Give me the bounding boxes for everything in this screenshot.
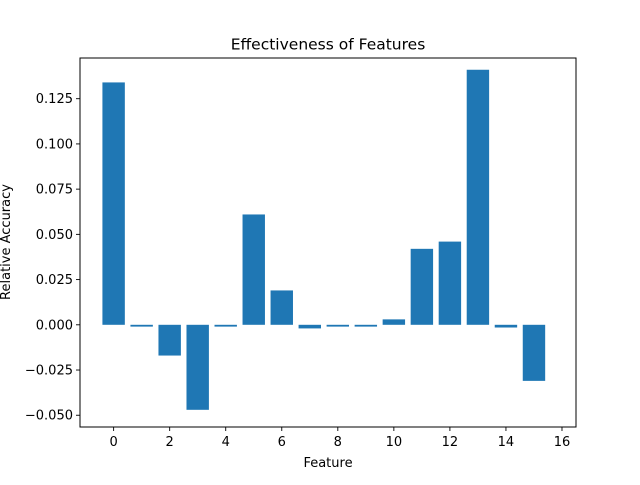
y-tick-label: 0.000 xyxy=(36,318,73,333)
y-axis-label: Relative Accuracy xyxy=(0,184,14,300)
bar-feature-0 xyxy=(102,82,125,325)
bar-feature-14 xyxy=(494,324,518,328)
x-tick-label: 14 xyxy=(498,435,515,450)
y-tick-label: 0.100 xyxy=(36,137,73,152)
y-tick-label: 0.050 xyxy=(36,228,73,243)
y-axis-ticks: −0.050 −0.025 0.000 0.025 0.050 0.075 0.100 0.1… xyxy=(25,92,80,424)
x-axis-ticks: 0 2 4 6 8 10 12 14 16 xyxy=(109,427,570,450)
chart-title: Effectiveness of Features xyxy=(231,36,426,54)
x-tick-label: 0 xyxy=(109,435,117,450)
y-tick-label: −0.050 xyxy=(25,409,73,424)
bar-feature-3 xyxy=(186,324,209,410)
x-tick-label: 4 xyxy=(222,435,230,450)
bar-feature-13 xyxy=(466,69,490,325)
bars-group xyxy=(102,69,546,410)
bar-feature-5 xyxy=(242,214,265,325)
bar-feature-8 xyxy=(326,324,350,327)
y-tick-label: 0.125 xyxy=(36,92,73,107)
plot-frame xyxy=(79,57,577,428)
bar-feature-11 xyxy=(410,248,434,325)
x-tick-label: 8 xyxy=(334,435,342,450)
bar-feature-15 xyxy=(522,324,546,381)
x-axis-label: Feature xyxy=(303,456,352,471)
bar-feature-9 xyxy=(354,324,378,327)
bar-feature-7 xyxy=(298,324,321,329)
bar-feature-10 xyxy=(382,319,406,325)
y-tick-label: −0.025 xyxy=(25,364,73,379)
bar-feature-1 xyxy=(130,324,153,327)
x-tick-label: 6 xyxy=(278,435,286,450)
x-tick-label: 12 xyxy=(442,435,459,450)
bar-feature-2 xyxy=(158,324,181,356)
x-tick-label: 2 xyxy=(166,435,174,450)
bar-feature-4 xyxy=(214,324,237,327)
y-tick-label: 0.075 xyxy=(36,183,73,198)
bar-feature-6 xyxy=(270,290,293,325)
x-tick-label: 10 xyxy=(386,435,403,450)
y-tick-label: 0.025 xyxy=(36,273,73,288)
bar-feature-12 xyxy=(438,241,462,325)
x-tick-label: 16 xyxy=(554,435,571,450)
